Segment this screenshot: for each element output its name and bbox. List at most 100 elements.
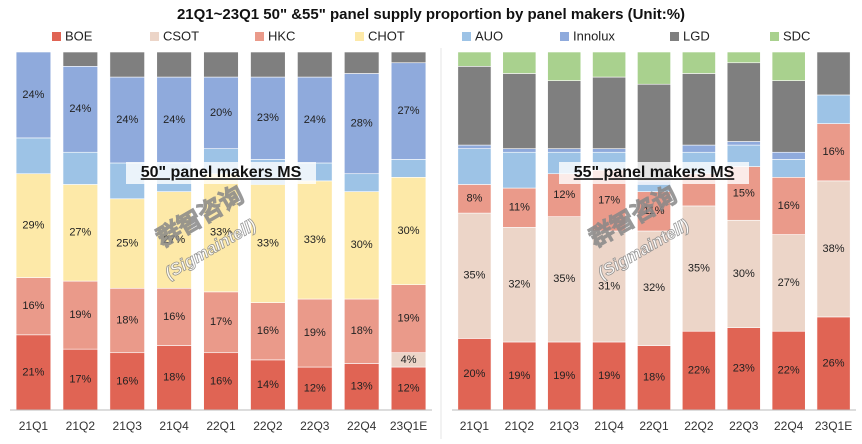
- bar-segment: [726, 141, 761, 146]
- data-label: 27%: [69, 227, 91, 239]
- bar-segment: [62, 348, 98, 411]
- bar-segment: [344, 298, 380, 364]
- data-label: 15%: [733, 187, 755, 199]
- x-tick-label: 21Q4: [159, 419, 189, 433]
- bar-segment: [502, 73, 537, 149]
- data-label: 19%: [553, 370, 575, 382]
- legend-swatch: [355, 32, 364, 41]
- bar-segment: [109, 76, 145, 164]
- data-label: 30%: [398, 225, 420, 237]
- bar-segment: [15, 51, 52, 139]
- data-label: 27%: [398, 105, 420, 117]
- x-tick-label: 22Q3: [729, 419, 759, 433]
- bar-segment: [203, 291, 239, 354]
- legend-label: BOE: [65, 28, 93, 43]
- bar-segment: [250, 51, 286, 78]
- data-label: 12%: [398, 382, 420, 394]
- data-label: 12%: [304, 382, 326, 394]
- bar-segment: [816, 51, 851, 96]
- data-label: 11%: [643, 205, 664, 217]
- bar-segment: [457, 144, 492, 149]
- bar-segment: [15, 334, 52, 411]
- bar-segment: [816, 316, 851, 411]
- bar-segment: [250, 184, 286, 303]
- data-label: 20%: [210, 107, 232, 119]
- data-label: 24%: [163, 114, 185, 126]
- x-tick-label: 21Q2: [66, 419, 96, 433]
- legend-label: Innolux: [573, 28, 615, 43]
- data-label: 16%: [22, 300, 44, 312]
- data-label: 18%: [116, 314, 138, 326]
- legend-swatch: [462, 32, 471, 41]
- bar-segment: [502, 148, 537, 153]
- data-label: 26%: [823, 357, 845, 369]
- data-label: 17%: [69, 373, 91, 385]
- bar-segment: [344, 173, 380, 192]
- bar-segment: [637, 51, 671, 85]
- bar-segment: [771, 330, 806, 411]
- bar-segment: [203, 173, 239, 293]
- bar-segment: [771, 51, 806, 81]
- data-label: 25%: [116, 237, 138, 249]
- bar-segment: [816, 180, 851, 318]
- bar-segment: [390, 366, 427, 411]
- x-tick-label: 22Q2: [684, 419, 714, 433]
- data-label: 16%: [116, 375, 138, 387]
- data-label: 22%: [688, 365, 710, 377]
- bar-segment: [62, 280, 98, 350]
- legend-label: AUO: [475, 28, 503, 43]
- bar-segment: [681, 73, 716, 146]
- bar-segment: [771, 80, 806, 153]
- data-label: 20%: [463, 368, 485, 380]
- data-label: 16%: [163, 311, 185, 323]
- bar-segment: [457, 66, 492, 146]
- x-tick-label: 22Q1: [639, 419, 669, 433]
- bar-segment: [62, 66, 98, 153]
- bar-segment: [457, 184, 492, 214]
- data-label: 13%: [351, 381, 373, 393]
- x-tick-label: 21Q3: [550, 419, 580, 433]
- bar-segment: [250, 76, 286, 160]
- bar-segment: [156, 51, 192, 78]
- data-label: 18%: [163, 372, 185, 384]
- data-label: 33%: [257, 237, 279, 249]
- legend-label: HKC: [268, 28, 295, 43]
- bar-segment: [592, 230, 627, 343]
- bar-segment: [771, 159, 806, 178]
- data-label: 24%: [69, 103, 91, 115]
- bar-segment: [15, 277, 52, 336]
- data-label: 24%: [22, 89, 44, 101]
- bar-segment: [457, 148, 492, 185]
- x-tick-label: 21Q3: [113, 419, 143, 433]
- bar-segment: [62, 151, 98, 185]
- data-label: 16%: [210, 375, 232, 387]
- data-label: 19%: [398, 313, 420, 325]
- data-label: 8%: [466, 193, 482, 205]
- x-tick-label: 22Q2: [253, 419, 283, 433]
- bar-segment: [592, 51, 627, 78]
- data-label: 24%: [116, 114, 138, 126]
- bar-segment: [592, 341, 627, 411]
- bar-segment: [62, 184, 98, 282]
- data-label: 35%: [463, 270, 485, 282]
- data-label: 35%: [688, 262, 710, 274]
- bar-segment: [344, 363, 380, 411]
- legend-swatch: [150, 32, 159, 41]
- data-label: 18%: [351, 325, 373, 337]
- legend-swatch: [560, 32, 569, 41]
- bar-segment: [547, 216, 582, 343]
- data-label: 18%: [643, 372, 665, 384]
- x-tick-label: 21Q4: [594, 419, 624, 433]
- data-label: 27%: [778, 277, 800, 289]
- data-label: 14%: [257, 379, 279, 391]
- bar-segment: [109, 287, 145, 354]
- legend-label: CHOT: [368, 28, 405, 43]
- data-label: 33%: [304, 234, 326, 246]
- chart-title: 21Q1~23Q1 50" &55" panel supply proporti…: [177, 6, 685, 23]
- x-tick-label: 21Q1: [460, 419, 490, 433]
- bar-segment: [502, 51, 537, 74]
- x-tick-label: 22Q4: [774, 419, 804, 433]
- data-label: 17%: [210, 316, 232, 328]
- bar-segment: [726, 327, 761, 411]
- bar-segment: [457, 338, 492, 411]
